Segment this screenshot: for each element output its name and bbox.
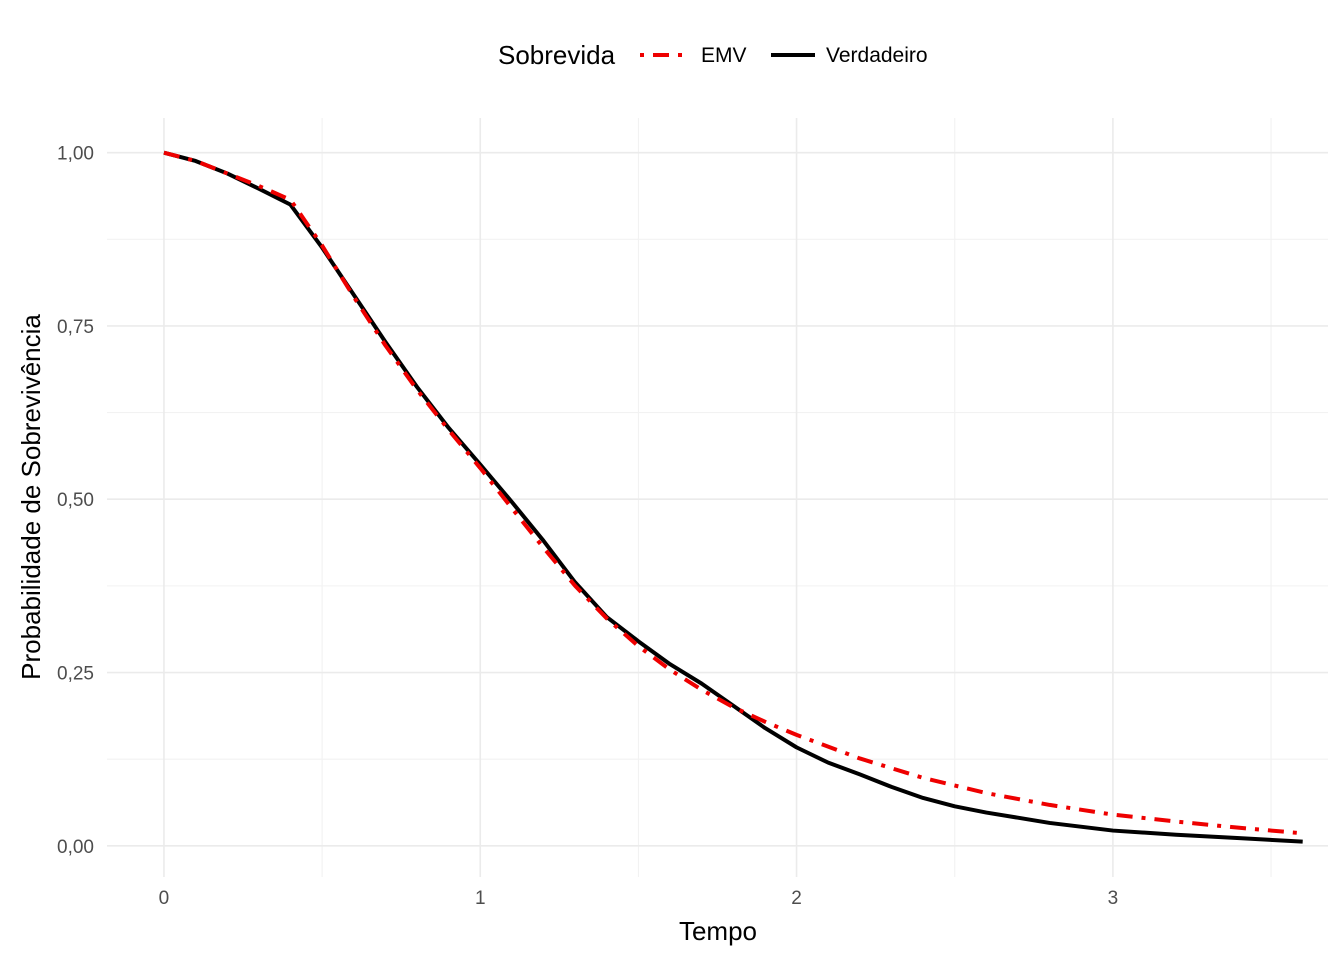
x-tick-label: 1 [475, 888, 486, 909]
y-tick-label: 0,00 [57, 837, 94, 858]
grid [107, 118, 1328, 877]
series-line-verdadeiro [163, 150, 1303, 844]
series-line-emv [163, 150, 1303, 836]
y-tick-label: 0,50 [57, 490, 94, 511]
x-tick-label: 2 [791, 888, 802, 909]
legend-title: Sobrevida [498, 40, 616, 70]
y-tick-label: 0,25 [57, 664, 94, 685]
tick-labels: 0 1 2 3 0,00 0,25 0,50 0,75 1,00 [57, 144, 1118, 909]
legend-label-emv: EMV [701, 44, 747, 67]
legend-label-verdadeiro: Verdadeiro [826, 44, 928, 67]
legend: Sobrevida EMV Verdadeiro [498, 40, 928, 70]
x-tick-label: 0 [159, 888, 170, 909]
x-axis-title: Tempo [679, 916, 757, 946]
x-tick-label: 3 [1108, 888, 1119, 909]
y-tick-label: 1,00 [57, 144, 94, 165]
series-lines [163, 150, 1303, 844]
y-tick-label: 0,75 [57, 317, 94, 338]
y-axis-title: Probabilidade de Sobrevivência [16, 314, 46, 680]
